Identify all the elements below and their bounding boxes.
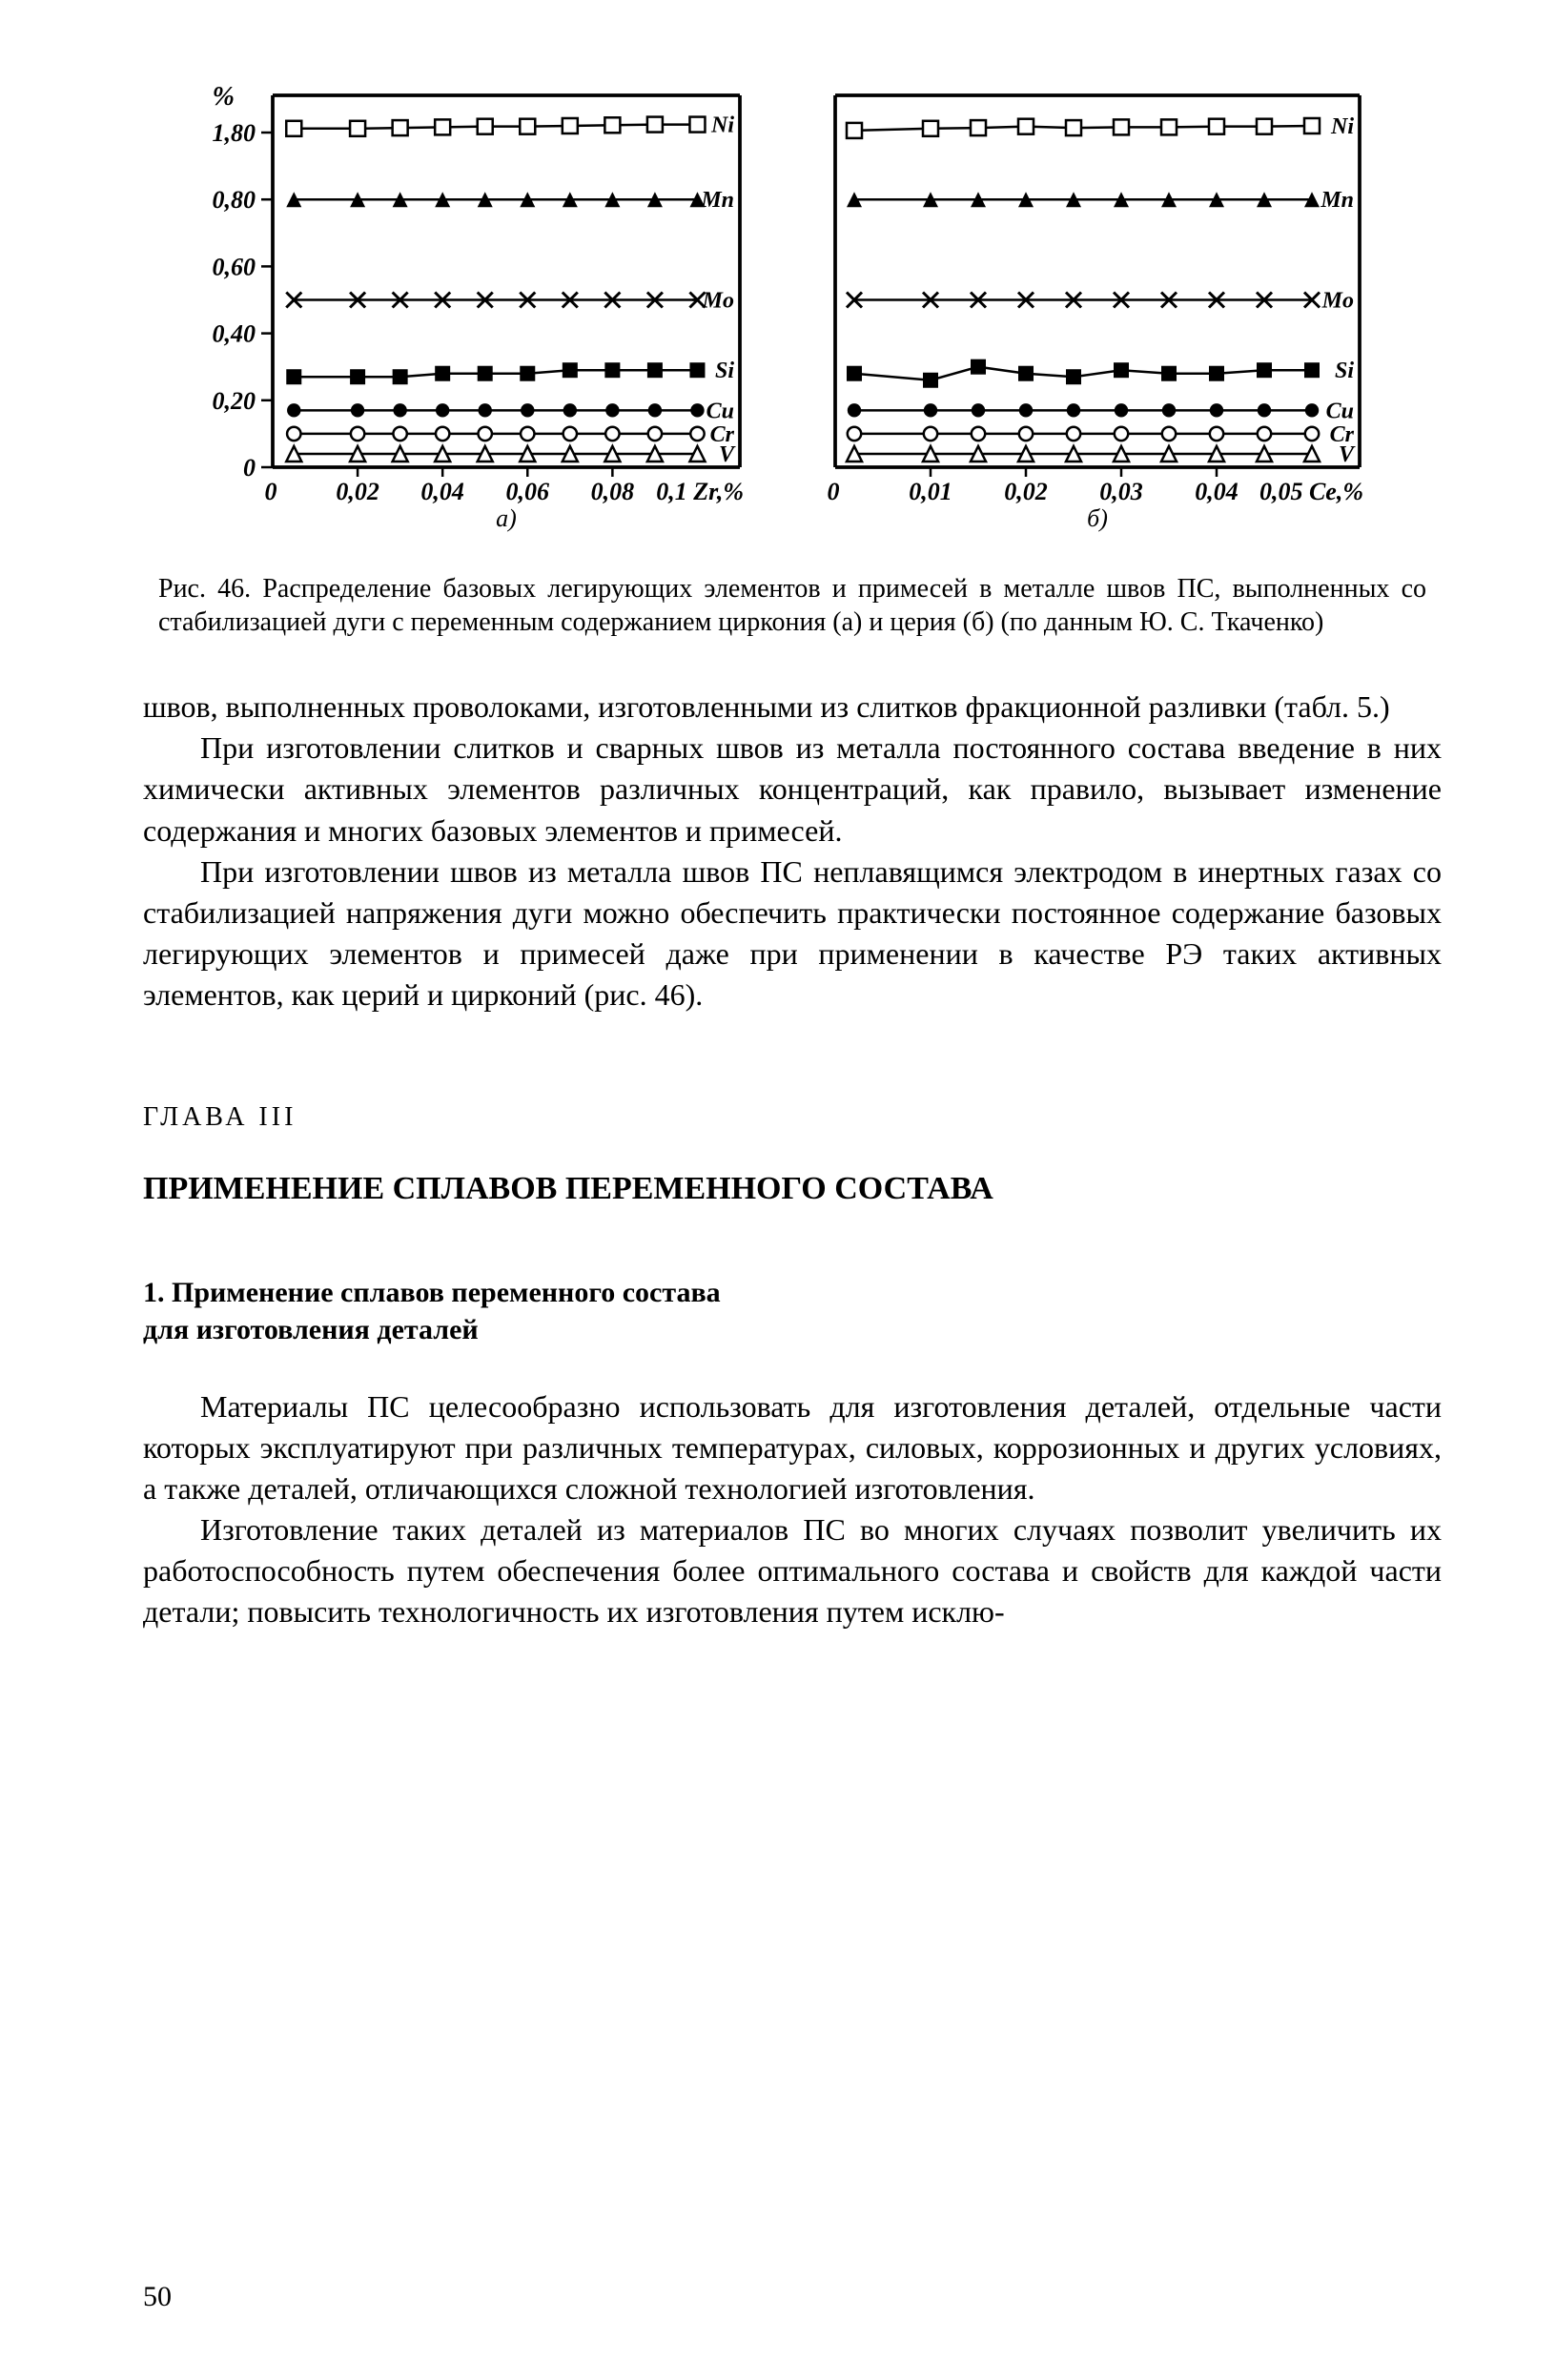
svg-text:0,03: 0,03: [1099, 478, 1143, 505]
svg-text:0: 0: [243, 454, 256, 482]
chapter-title: ПРИМЕНЕНИЕ СПЛАВОВ ПЕРЕМЕННОГО СОСТАВА: [143, 1171, 1442, 1207]
svg-text:0,02: 0,02: [1004, 478, 1048, 505]
svg-text:0: 0: [828, 478, 840, 505]
svg-text:0,02: 0,02: [336, 478, 379, 505]
svg-text:0,80: 0,80: [213, 186, 256, 214]
svg-text:0,04: 0,04: [1195, 478, 1239, 505]
svg-text:Cu: Cu: [1326, 399, 1354, 423]
svg-text:а): а): [496, 504, 517, 532]
page-number: 50: [143, 2281, 172, 2313]
svg-text:%: %: [213, 82, 235, 112]
svg-text:0,40: 0,40: [213, 320, 256, 348]
page: 00,200,400,600,801,80%0,020,040,060,0800…: [0, 0, 1556, 2380]
chart-panel-b: 0,010,020,030,0400,05 Ce,%б)NiMnMoSiCuCr…: [816, 76, 1426, 534]
svg-text:Cu: Cu: [706, 399, 734, 423]
paragraph-4: Материалы ПС целесообразно использовать …: [143, 1386, 1442, 1510]
svg-text:0,01: 0,01: [909, 478, 952, 505]
chart-panel-a: 0 0,20 0,40 0,60 0,80 1,80% 0,02 0,04 0,06 0,08 0 0…: [158, 76, 807, 534]
body-text-block-1: швов, выполненных проволоками, изготовле…: [143, 687, 1442, 1016]
svg-text:0,05 Ce,%: 0,05 Ce,%: [1259, 478, 1363, 505]
svg-text:Mo: Mo: [702, 289, 734, 314]
svg-text:1,80: 1,80: [213, 119, 256, 147]
svg-text:0,20: 0,20: [213, 387, 256, 415]
figure-46: 00,200,400,600,801,80%0,020,040,060,0800…: [158, 76, 1426, 639]
svg-text:0,1 Zr,%: 0,1 Zr,%: [656, 478, 744, 505]
paragraph-5: Изготовление таких деталей из материалов…: [143, 1509, 1442, 1633]
figure-caption: Рис. 46. Распределение базовых легирующи…: [158, 572, 1426, 639]
body-text-block-2: Материалы ПС целесообразно использовать …: [143, 1386, 1442, 1633]
section-title: 1. Применение сплавов переменного состав…: [143, 1274, 1442, 1348]
svg-text:0,04: 0,04: [420, 478, 464, 505]
svg-text:Si: Si: [1335, 359, 1354, 383]
svg-text:Mn: Mn: [700, 188, 734, 213]
svg-text:Si: Si: [715, 359, 734, 383]
svg-text:0,60: 0,60: [213, 253, 256, 280]
svg-text:Mn: Mn: [1320, 188, 1354, 213]
svg-text:0,06: 0,06: [506, 478, 550, 505]
section-title-line-2: для изготовления деталей: [143, 1314, 479, 1345]
charts-row: 00,200,400,600,801,80%0,020,040,060,0800…: [158, 76, 1426, 534]
svg-text:б): б): [1087, 504, 1108, 532]
paragraph-1: швов, выполненных проволоками, изготовле…: [143, 687, 1442, 728]
svg-text:Ni: Ni: [710, 113, 734, 138]
svg-text:V: V: [719, 442, 736, 467]
svg-text:Mo: Mo: [1321, 289, 1354, 314]
svg-text:V: V: [1339, 442, 1356, 467]
section-title-line-1: 1. Применение сплавов переменного состав…: [143, 1277, 721, 1308]
svg-text:0,08: 0,08: [591, 478, 635, 505]
paragraph-3: При изготовлении швов из металла швов ПС…: [143, 851, 1442, 1016]
svg-text:Ni: Ni: [1330, 114, 1354, 139]
paragraph-2: При изготовлении слитков и сварных швов …: [143, 728, 1442, 851]
svg-text:0: 0: [265, 478, 277, 505]
chapter-label: ГЛАВА III: [143, 1102, 1442, 1133]
